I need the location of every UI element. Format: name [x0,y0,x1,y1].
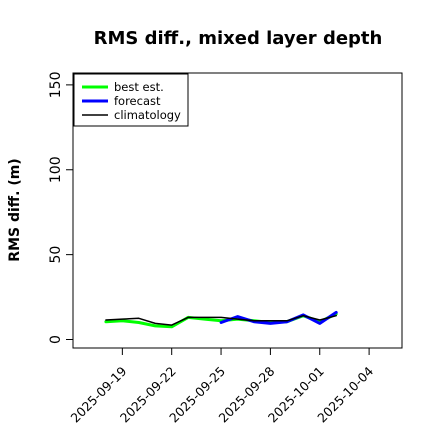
legend-label: climatology [114,108,181,122]
y-tick-label: 50 [48,246,64,264]
chart-title: RMS diff., mixed layer depth [94,28,383,49]
series-layer [104,310,338,329]
x-axis: 2025-09-192025-09-222025-09-252025-09-28… [67,348,376,425]
y-tick-label: 0 [48,335,64,344]
series-line-3 [105,314,337,326]
y-axis: 0 50 100 150 [48,72,73,344]
y-tick-label: 150 [48,72,64,99]
plot-frame [72,72,403,349]
legend-label: forecast [114,94,161,108]
legend-label: best est. [114,80,164,94]
y-tick-label: 100 [48,156,64,183]
series-line-2 [219,310,338,325]
y-axis-label: RMS diff. (m) [7,158,23,261]
